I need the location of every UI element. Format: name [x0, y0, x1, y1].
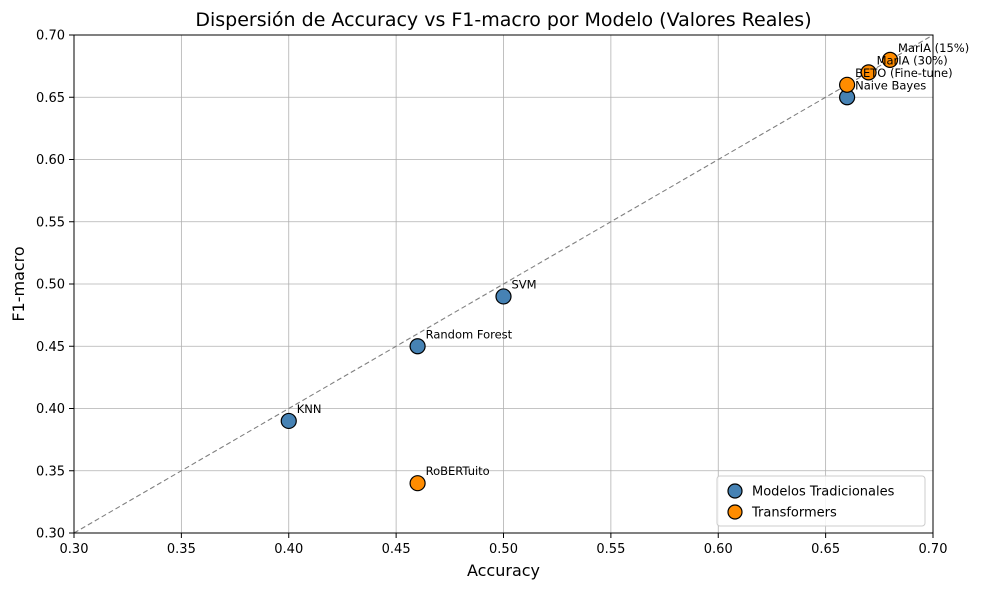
y-tick-label: 0.65	[36, 91, 65, 106]
point-label: Naive Bayes	[855, 78, 926, 92]
legend-marker	[727, 504, 743, 520]
x-tick-label: 0.70	[919, 542, 948, 557]
x-tick-label: 0.40	[274, 542, 303, 557]
legend: Modelos Tradicionales Transformers	[716, 475, 926, 527]
data-point	[409, 475, 426, 492]
x-tick-label: 0.55	[596, 542, 625, 557]
x-tick-label: 0.35	[167, 542, 196, 557]
y-tick-label: 0.50	[36, 278, 65, 293]
y-tick-label: 0.30	[36, 527, 65, 542]
legend-marker	[727, 483, 743, 499]
data-point	[495, 288, 512, 305]
x-tick-label: 0.60	[704, 542, 733, 557]
y-axis-title: F1-macro	[9, 246, 28, 321]
chart-title: Dispersión de Accuracy vs F1-macro por M…	[195, 9, 811, 31]
legend-box	[716, 475, 926, 527]
data-point	[409, 338, 426, 355]
legend-entry: Transformers	[751, 506, 837, 521]
data-points	[280, 51, 899, 492]
data-point	[280, 412, 297, 430]
point-label: KNN	[297, 402, 322, 416]
y-tick-label: 0.70	[36, 29, 65, 44]
data-point	[838, 76, 856, 93]
x-tick-label: 0.30	[60, 542, 89, 557]
point-label: MarIA (30%)	[877, 53, 948, 67]
data-point	[860, 64, 877, 81]
axis-ticks: 0.30 0.35 0.40 0.45 0.50 0.55 0.60 0.65 0.70 0.30…	[36, 29, 947, 558]
y-tick-label: 0.60	[36, 153, 65, 168]
x-tick-label: 0.45	[382, 542, 411, 557]
x-tick-label: 0.50	[489, 542, 518, 557]
x-tick-label: 0.65	[811, 542, 840, 557]
y-tick-label: 0.45	[36, 340, 65, 355]
point-label: BETO (Fine-tune)	[855, 66, 953, 80]
point-label: SVM	[512, 277, 537, 291]
data-point	[881, 51, 899, 69]
y-tick-label: 0.55	[36, 215, 65, 230]
x-axis-title: Accuracy	[467, 561, 540, 580]
y-tick-label: 0.35	[36, 464, 65, 479]
y-tick-label: 0.40	[36, 402, 65, 417]
point-label: RoBERTuito	[426, 464, 490, 478]
point-label: MarIA (15%)	[898, 41, 969, 55]
reference-diagonal-line	[73, 34, 934, 534]
point-label: Random Forest	[426, 327, 513, 341]
legend-entry: Modelos Tradicionales	[752, 485, 895, 500]
point-labels: Naive Bayes SVM Random Forest KNN MarIA (15%…	[297, 41, 969, 478]
